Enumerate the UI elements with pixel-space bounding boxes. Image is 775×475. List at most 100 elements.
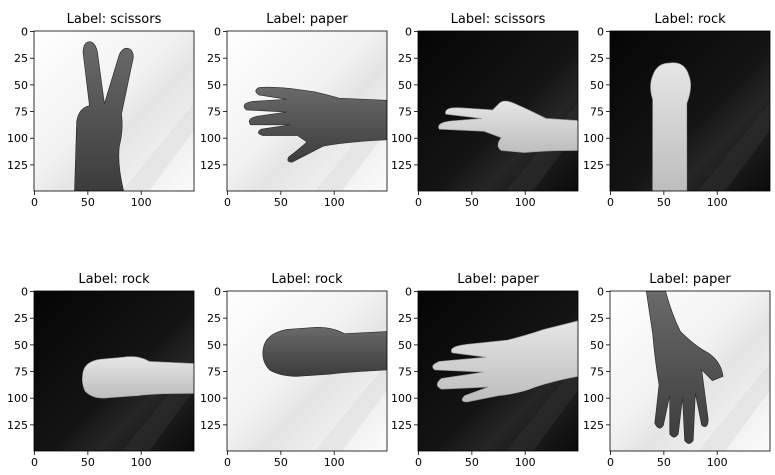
- x-tick-label: 0: [224, 456, 231, 469]
- y-tick-label: 50: [14, 339, 28, 352]
- axes-frame: [33, 290, 195, 452]
- x-tick-label: 50: [657, 456, 671, 469]
- hand-photo: [610, 31, 770, 191]
- y-tick-label: 25: [207, 312, 221, 325]
- panel-title: Label: rock: [271, 272, 343, 287]
- x-tick-label: 50: [81, 196, 95, 209]
- axes-frame: [609, 30, 771, 192]
- y-tick-label: 125: [583, 159, 604, 172]
- hand-rock-gesture: [650, 62, 691, 191]
- y-tick-label: 25: [207, 52, 221, 65]
- x-tick-label: 0: [415, 196, 422, 209]
- y-tick-label: 75: [398, 106, 412, 119]
- panel: Label: rock 0 50 100 0 25 50 75 100 125: [7, 272, 195, 469]
- y-tick-label: 50: [590, 339, 604, 352]
- panel-title: Label: scissors: [67, 12, 162, 27]
- y-tick-label: 100: [7, 392, 28, 405]
- y-tick-label: 50: [207, 339, 221, 352]
- y-tick-label: 25: [590, 52, 604, 65]
- y-tick-label: 125: [391, 159, 412, 172]
- y-tick-label: 25: [398, 52, 412, 65]
- panel: Label: rock 0 50 100 0 25 50 75 100 125: [200, 272, 388, 469]
- y-tick-label: 50: [590, 79, 604, 92]
- hand-paper-gesture: [243, 86, 387, 163]
- hand-photo: [227, 31, 387, 191]
- y-tick-label: 0: [21, 286, 28, 299]
- y-tick-label: 0: [405, 26, 412, 39]
- y-tick-label: 125: [391, 419, 412, 432]
- y-tick-label: 50: [398, 339, 412, 352]
- panel-title: Label: scissors: [451, 12, 546, 27]
- x-tick-label: 50: [465, 456, 479, 469]
- x-tick-label: 50: [274, 456, 288, 469]
- panel: Label: scissors 0 50 100 0 25 50 75 100 125: [391, 12, 579, 209]
- hand-rock-gesture: [262, 326, 387, 377]
- panel: Label: paper 0 50 100 0 25 50 75 100 125: [583, 272, 771, 469]
- y-tick-label: 75: [207, 366, 221, 379]
- axes-frame: [609, 290, 771, 452]
- y-tick-label: 75: [590, 366, 604, 379]
- panel-title: Label: rock: [78, 272, 150, 287]
- x-tick-label: 0: [607, 196, 614, 209]
- y-tick-label: 75: [207, 106, 221, 119]
- y-tick-label: 0: [214, 26, 221, 39]
- x-tick-label: 50: [465, 196, 479, 209]
- y-tick-label: 25: [14, 52, 28, 65]
- y-tick-label: 50: [207, 79, 221, 92]
- y-tick-label: 100: [7, 132, 28, 145]
- x-tick-label: 100: [131, 196, 152, 209]
- axes-frame: [417, 30, 579, 192]
- y-tick-label: 75: [398, 366, 412, 379]
- hand-scissors-gesture: [74, 41, 134, 191]
- panel-title: Label: rock: [654, 12, 726, 27]
- x-tick-label: 50: [274, 196, 288, 209]
- hand-photo: [34, 31, 194, 191]
- x-tick-label: 0: [415, 456, 422, 469]
- y-tick-label: 75: [590, 106, 604, 119]
- axes-frame: [417, 290, 579, 452]
- y-tick-label: 125: [200, 159, 221, 172]
- hand-paper-gesture: [432, 320, 578, 403]
- y-tick-label: 125: [7, 159, 28, 172]
- x-tick-label: 100: [707, 196, 728, 209]
- y-tick-label: 0: [21, 26, 28, 39]
- y-tick-label: 100: [583, 132, 604, 145]
- y-tick-label: 0: [597, 286, 604, 299]
- y-tick-label: 0: [214, 286, 221, 299]
- panel: Label: scissors 0 50 100 0 25 50 75 100 125: [7, 12, 195, 209]
- y-tick-label: 25: [398, 312, 412, 325]
- y-tick-label: 125: [7, 419, 28, 432]
- x-tick-label: 100: [324, 456, 345, 469]
- y-tick-label: 0: [405, 286, 412, 299]
- x-tick-label: 50: [657, 196, 671, 209]
- x-tick-label: 0: [607, 456, 614, 469]
- axes-frame: [226, 30, 388, 192]
- panel: Label: rock 0 50 100 0 25 50 75 100 125: [583, 12, 771, 209]
- y-tick-label: 50: [14, 79, 28, 92]
- x-tick-label: 100: [515, 456, 536, 469]
- y-tick-label: 25: [590, 312, 604, 325]
- panel: Label: paper 0 50 100 0 25 50 75 100 125: [391, 272, 579, 469]
- hand-photo: [34, 291, 194, 451]
- y-tick-label: 125: [200, 419, 221, 432]
- panel: Label: paper 0 50 100 0 25 50 75 100 125: [200, 12, 388, 209]
- y-tick-label: 50: [398, 79, 412, 92]
- x-tick-label: 0: [224, 196, 231, 209]
- x-tick-label: 0: [31, 456, 38, 469]
- y-tick-label: 25: [14, 312, 28, 325]
- y-tick-label: 100: [391, 132, 412, 145]
- y-tick-label: 75: [14, 366, 28, 379]
- hand-photo: [418, 291, 578, 451]
- x-tick-label: 100: [515, 196, 536, 209]
- hand-scissors-gesture: [438, 100, 578, 153]
- axes-frame: [33, 30, 195, 192]
- y-tick-label: 100: [583, 392, 604, 405]
- y-tick-label: 125: [583, 419, 604, 432]
- x-tick-label: 100: [131, 456, 152, 469]
- y-tick-label: 0: [597, 26, 604, 39]
- y-tick-label: 75: [14, 106, 28, 119]
- x-tick-label: 50: [81, 456, 95, 469]
- hand-photo: [610, 291, 770, 451]
- y-tick-label: 100: [200, 132, 221, 145]
